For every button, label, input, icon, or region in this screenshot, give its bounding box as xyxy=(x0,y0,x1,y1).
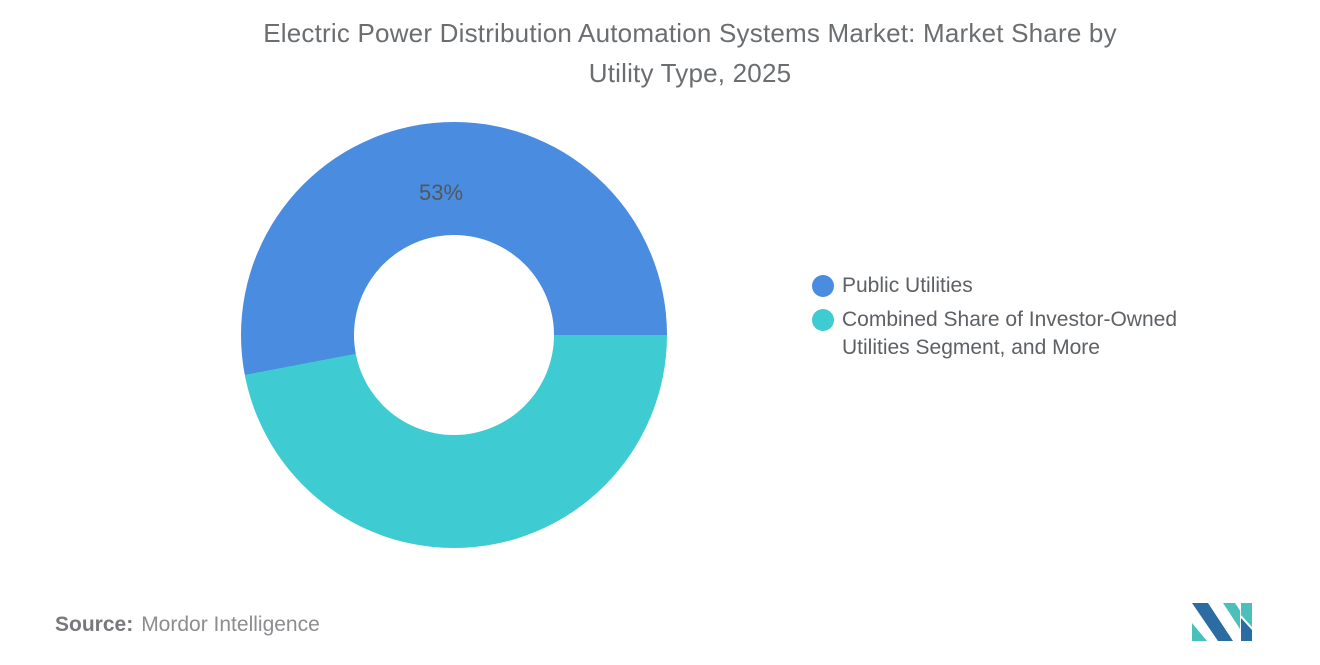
donut-hole xyxy=(354,235,554,435)
chart-title: Electric Power Distribution Automation S… xyxy=(60,13,1320,93)
chart-title-line1: Electric Power Distribution Automation S… xyxy=(263,18,1117,48)
donut-chart[interactable]: 53% xyxy=(241,122,667,548)
legend: Public Utilities Combined Share of Inves… xyxy=(812,272,1190,362)
source-text: Mordor Intelligence xyxy=(141,613,320,636)
source-label: Source: xyxy=(55,613,134,636)
mordor-intelligence-logo xyxy=(1192,603,1252,641)
source-note: Source: Mordor Intelligence xyxy=(55,613,320,637)
legend-label-combined-share: Combined Share of Investor-Owned Utiliti… xyxy=(842,308,1178,359)
legend-item-public-utilities[interactable]: Public Utilities xyxy=(812,272,1190,300)
chart-title-line2: Utility Type, 2025 xyxy=(588,58,792,88)
legend-swatch-public-utilities-icon xyxy=(812,275,834,297)
legend-item-combined-share[interactable]: Combined Share of Investor-Owned Utiliti… xyxy=(812,306,1190,362)
slice-data-label: 53% xyxy=(418,180,464,205)
legend-label-public-utilities: Public Utilities xyxy=(842,274,973,297)
legend-swatch-combined-share-icon xyxy=(812,309,834,331)
